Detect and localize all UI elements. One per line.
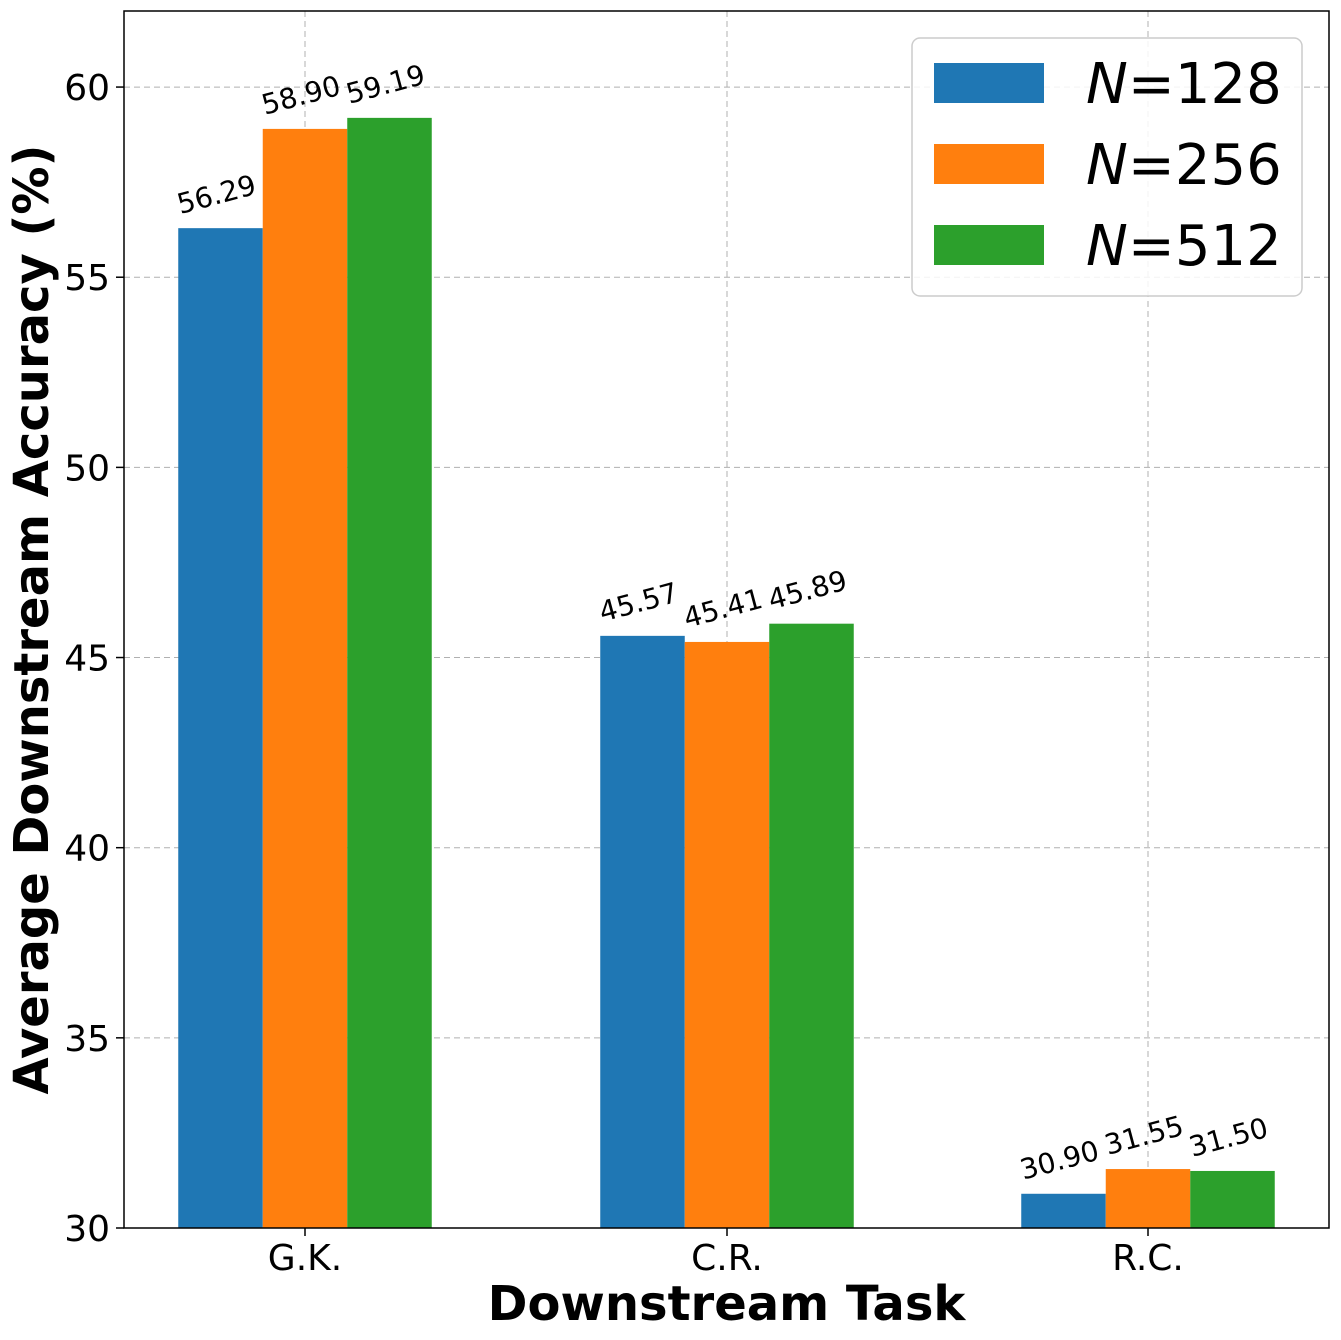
- bar-gk-n128: [178, 228, 263, 1228]
- legend-label: N=256: [1086, 133, 1282, 198]
- x-axis-title: Downstream Task: [488, 1276, 967, 1332]
- legend: N=128 N=256 N=512: [911, 37, 1303, 297]
- bar-gk-n256: [262, 128, 348, 1229]
- y-tick-label: 60: [64, 68, 110, 109]
- bar-rc-n512: [1190, 1170, 1275, 1228]
- bar-rc-n128: [1021, 1193, 1106, 1228]
- bar-value-label: 45.57: [596, 576, 682, 629]
- bar-value-label: 59.19: [343, 58, 429, 111]
- bar-value-label: 45.41: [680, 582, 766, 635]
- x-axis-ticks: G.K. C.R. R.C.: [268, 1228, 1184, 1279]
- bar-value-label: 31.50: [1186, 1111, 1272, 1164]
- bar-rc-n256: [1105, 1169, 1191, 1228]
- y-tick-label: 35: [64, 1019, 110, 1060]
- x-tick-label: C.R.: [691, 1238, 763, 1279]
- bar-value-label: 56.29: [174, 168, 260, 221]
- y-axis-ticks: 30 35 40 45 50 55 60: [64, 68, 124, 1250]
- bar-value-label: 30.90: [1017, 1134, 1103, 1187]
- x-tick-label: G.K.: [268, 1238, 342, 1279]
- y-tick-label: 55: [64, 258, 110, 299]
- bar-value-label: 58.90: [258, 69, 344, 122]
- y-axis-title: Average Downstream Accuracy (%): [4, 145, 60, 1095]
- bar-cr-n256: [684, 641, 770, 1228]
- x-tick-label: R.C.: [1112, 1238, 1184, 1279]
- y-tick-label: 40: [64, 829, 110, 870]
- y-tick-label: 45: [64, 639, 110, 680]
- legend-swatch: [934, 225, 1044, 265]
- y-tick-label: 30: [64, 1209, 110, 1250]
- bar-gk-n512: [347, 117, 432, 1229]
- legend-label: N=128: [1086, 52, 1282, 117]
- bar-cr-n512: [769, 623, 854, 1228]
- bars: [178, 117, 1275, 1229]
- bar-value-label: 45.89: [765, 564, 851, 617]
- y-tick-label: 50: [64, 448, 110, 489]
- legend-swatch: [934, 63, 1044, 103]
- legend-label: N=512: [1086, 214, 1282, 279]
- bar-value-label: 31.55: [1101, 1109, 1187, 1162]
- bar-cr-n128: [600, 635, 685, 1228]
- legend-swatch: [934, 144, 1044, 184]
